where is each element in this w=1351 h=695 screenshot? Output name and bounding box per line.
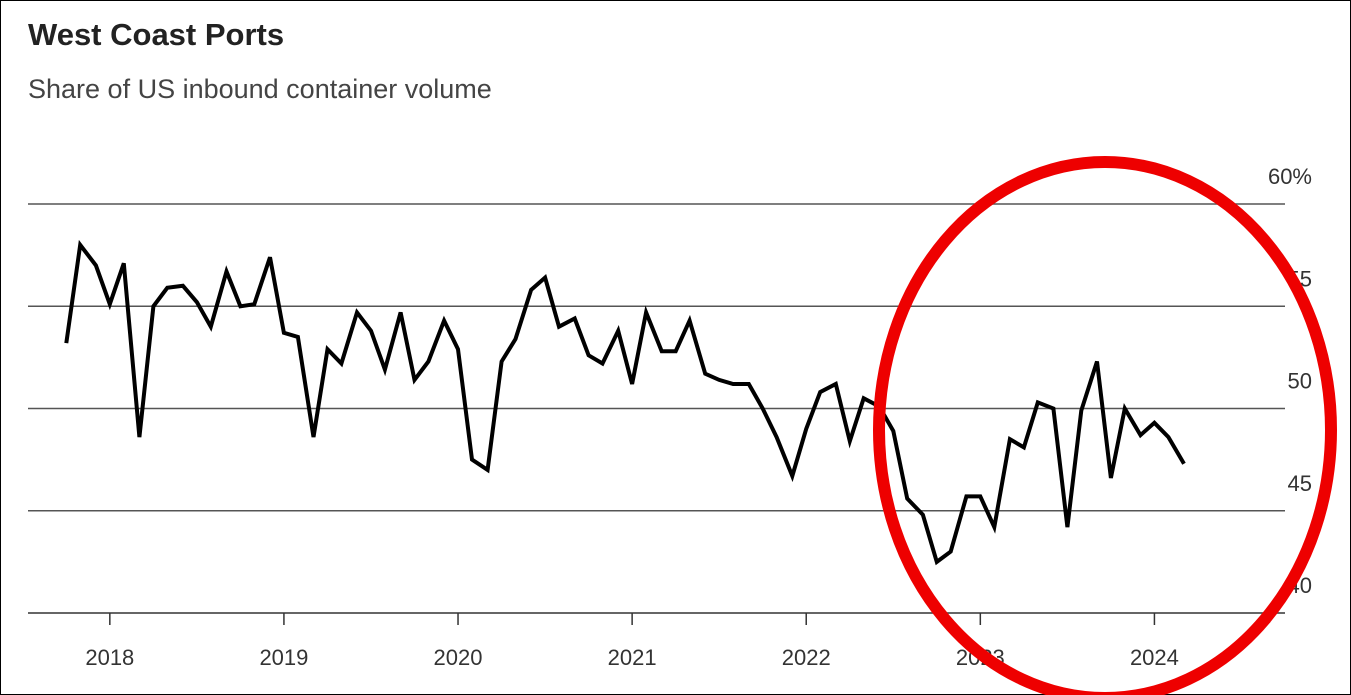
y-tick-label: 50 [1288, 369, 1312, 394]
x-tick-label: 2024 [1130, 645, 1179, 670]
y-tick-label: 60% [1268, 164, 1312, 189]
chart-subtitle: Share of US inbound container volume [28, 74, 492, 104]
x-tick-label: 2022 [782, 645, 831, 670]
x-tick-label: 2019 [259, 645, 308, 670]
x-tick-label: 2018 [85, 645, 134, 670]
x-tick-label: 2020 [434, 645, 483, 670]
chart-title: West Coast Ports [28, 17, 284, 52]
x-tick-label: 2021 [608, 645, 657, 670]
series-line [64, 239, 1186, 566]
highlight-ellipse [873, 156, 1337, 695]
y-tick-label: 45 [1288, 471, 1312, 496]
